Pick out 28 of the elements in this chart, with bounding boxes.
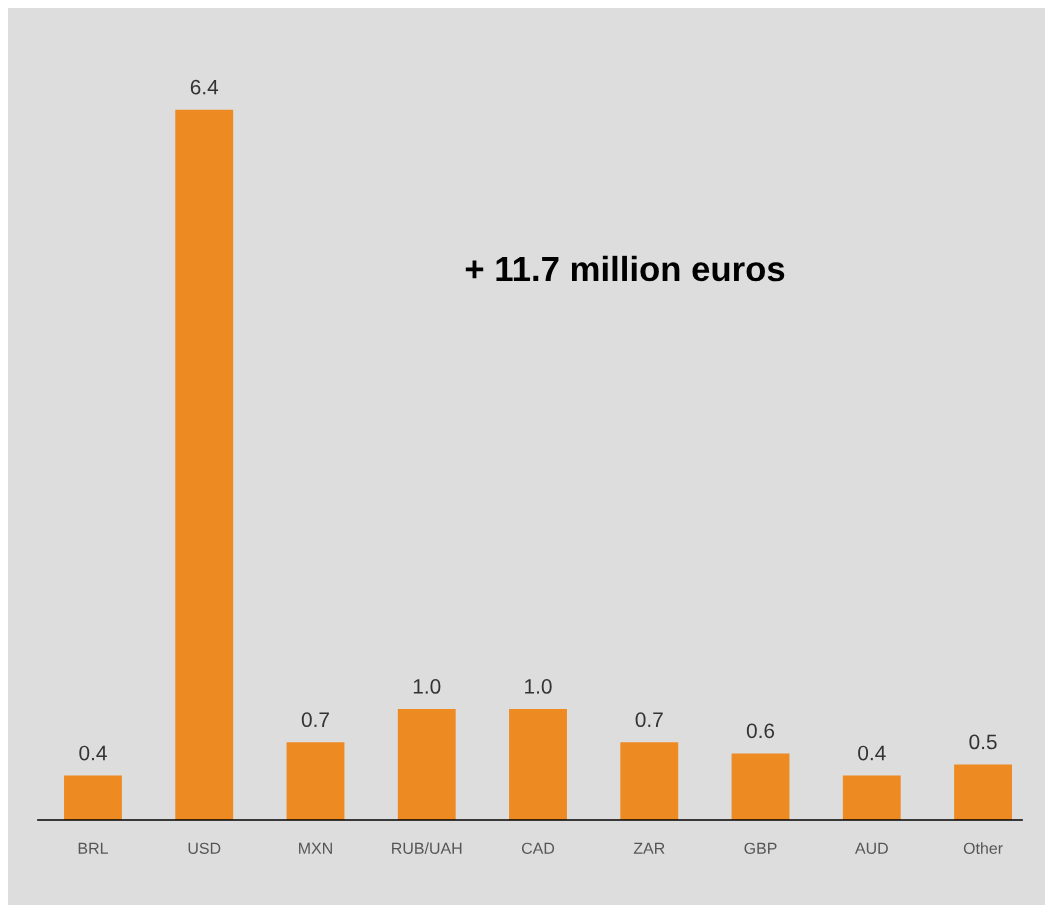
x-tick-label: MXN xyxy=(299,842,332,854)
bar xyxy=(175,109,234,820)
bar xyxy=(842,775,901,820)
data-label: 0.4 xyxy=(858,745,886,761)
x-tick-label: USD xyxy=(188,842,221,854)
x-tick-label: AUD xyxy=(854,842,888,854)
data-label: 0.4 xyxy=(79,745,107,761)
data-label: 0.7 xyxy=(301,712,329,728)
data-label: 1.0 xyxy=(413,679,441,694)
data-label: 6.4 xyxy=(190,79,219,95)
data-label: 0.6 xyxy=(746,723,775,739)
data-label: 1.0 xyxy=(525,679,552,694)
bar xyxy=(64,775,122,820)
data-label: 0.7 xyxy=(635,712,663,728)
x-tick-label: CAD xyxy=(521,842,555,854)
x-tick-label: ZAR xyxy=(633,842,665,854)
bar xyxy=(509,709,567,820)
bar xyxy=(731,753,790,820)
annotation: + 11.7 million euros xyxy=(465,255,785,282)
x-tick-label: BRL xyxy=(78,842,108,854)
x-tick-label: Other xyxy=(963,842,1003,854)
bar xyxy=(397,709,456,820)
data-label: 0.5 xyxy=(969,734,997,750)
x-tick-label: GBP xyxy=(744,842,777,854)
bar xyxy=(620,742,679,820)
x-tick-label: RUB/UAH xyxy=(392,842,462,854)
bar xyxy=(954,764,1012,820)
bar xyxy=(286,742,345,820)
